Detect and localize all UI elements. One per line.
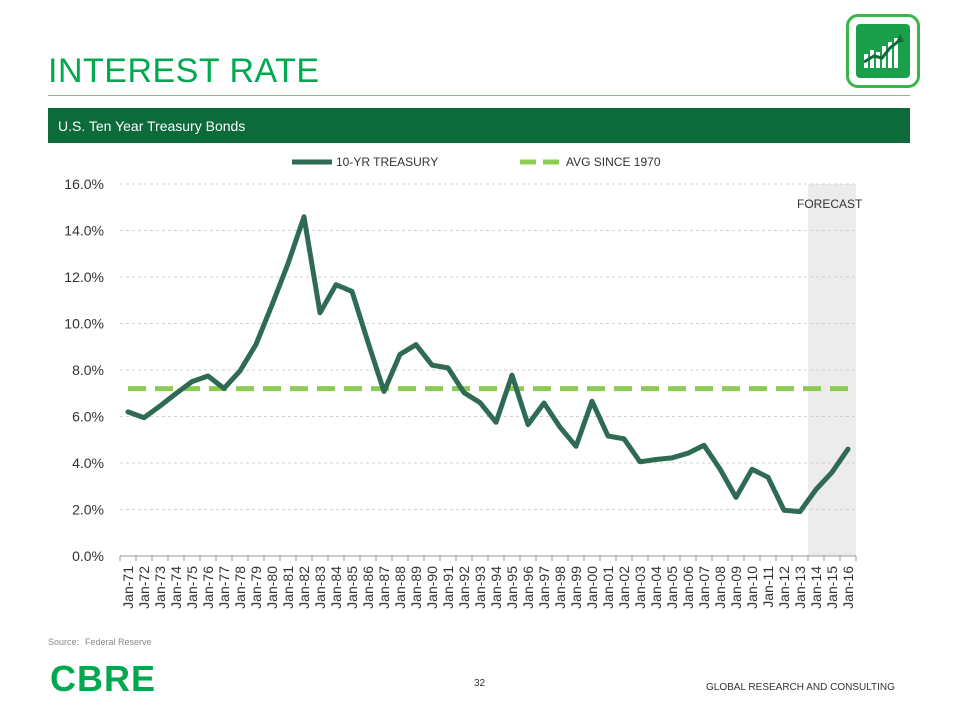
x-tick-label: Jan-09 (728, 566, 744, 609)
legend-label-10yr-treasury: 10-YR TREASURY (336, 155, 438, 169)
x-tick-label: Jan-78 (232, 566, 248, 609)
subtitle-bar: U.S. Ten Year Treasury Bonds (48, 108, 910, 143)
x-tick-label: Jan-14 (808, 566, 824, 609)
x-tick-label: Jan-13 (792, 566, 808, 609)
x-tick-label: Jan-99 (568, 566, 584, 609)
y-tick-label: 14.0% (64, 223, 104, 239)
page-number: 32 (474, 678, 486, 689)
x-tick-label: Jan-81 (280, 566, 296, 609)
y-axis-ticks: 0.0% 2.0% 4.0% 6.0% 8.0% 10.0% 12.0% 14.0% 16.0% (64, 176, 104, 564)
y-tick-label: 0.0% (72, 548, 104, 564)
x-tick-label: Jan-85 (344, 566, 360, 609)
x-tick-label: Jan-89 (408, 566, 424, 609)
forecast-label: FORECAST (797, 197, 863, 211)
growth-chart-icon-glyph (863, 34, 904, 68)
x-tick-label: Jan-86 (360, 566, 376, 609)
x-tick-label: Jan-00 (584, 566, 600, 609)
x-tick-label: Jan-03 (632, 566, 648, 609)
y-tick-label: 4.0% (72, 455, 104, 471)
y-tick-label: 8.0% (72, 362, 104, 378)
x-tick-label: Jan-74 (168, 566, 184, 609)
x-tick-label: Jan-12 (776, 566, 792, 609)
x-tick-label: Jan-93 (472, 566, 488, 609)
growth-chart-icon (846, 14, 920, 88)
legend-label-avg-since-1970: AVG SINCE 1970 (566, 155, 661, 169)
x-tick-label: Jan-96 (520, 566, 536, 609)
x-tick-label: Jan-16 (840, 566, 856, 609)
y-tick-label: 10.0% (64, 316, 104, 332)
x-tick-label: Jan-98 (552, 566, 568, 609)
chart-subtitle: U.S. Ten Year Treasury Bonds (58, 118, 246, 134)
x-tick-label: Jan-91 (440, 566, 456, 609)
source-note: Source: Federal Reserve (48, 637, 152, 647)
legend: 10-YR TREASURY AVG SINCE 1970 (292, 155, 661, 169)
x-tick-label: Jan-90 (424, 566, 440, 609)
x-tick-label: Jan-75 (184, 566, 200, 609)
x-tick-label: Jan-72 (136, 566, 152, 609)
page-title: INTEREST RATE (48, 52, 320, 90)
x-tick-label: Jan-83 (312, 566, 328, 609)
x-tick-label: Jan-87 (376, 566, 392, 609)
footer-text: GLOBAL RESEARCH AND CONSULTING (706, 682, 895, 693)
x-tick-label: Jan-79 (248, 566, 264, 609)
x-tick-label: Jan-10 (744, 566, 760, 609)
x-tick-label: Jan-04 (648, 566, 664, 609)
x-tick-label: Jan-08 (712, 566, 728, 609)
x-tick-label: Jan-73 (152, 566, 168, 609)
title-divider (48, 95, 910, 96)
x-tick-label: Jan-07 (696, 566, 712, 609)
x-axis-ticks: Jan-71 Jan-72 Jan-73 Jan-74 Jan-75 Jan-76 Jan-… (119, 556, 857, 609)
x-tick-label: Jan-82 (296, 566, 312, 609)
x-tick-label: Jan-05 (664, 566, 680, 609)
x-tick-label: Jan-92 (456, 566, 472, 609)
x-tick-label: Jan-76 (200, 566, 216, 609)
x-tick-label: Jan-84 (328, 566, 344, 609)
x-tick-label: Jan-11 (760, 566, 776, 608)
x-tick-label: Jan-15 (824, 566, 840, 609)
x-tick-label: Jan-80 (264, 566, 280, 609)
gridlines (120, 183, 856, 510)
x-tick-label: Jan-97 (536, 566, 552, 609)
x-tick-label: Jan-06 (680, 566, 696, 609)
x-tick-label: Jan-02 (616, 566, 632, 609)
y-tick-label: 12.0% (64, 269, 104, 285)
y-tick-label: 2.0% (72, 502, 104, 518)
x-tick-label: Jan-88 (392, 566, 408, 609)
x-tick-label: Jan-01 (600, 566, 616, 609)
source-value: Federal Reserve (85, 637, 152, 647)
y-tick-label: 6.0% (72, 409, 104, 425)
source-label: Source: (48, 637, 80, 647)
x-tick-label: Jan-95 (504, 566, 520, 609)
x-tick-label: Jan-77 (216, 566, 232, 609)
x-tick-label: Jan-94 (488, 566, 504, 609)
x-tick-label: Jan-71 (120, 566, 136, 609)
brand-logo: CBRE (50, 658, 157, 699)
series-line-10yr-treasury (125, 214, 851, 515)
y-tick-label: 16.0% (64, 176, 104, 192)
growth-chart-icon-body (856, 24, 910, 78)
